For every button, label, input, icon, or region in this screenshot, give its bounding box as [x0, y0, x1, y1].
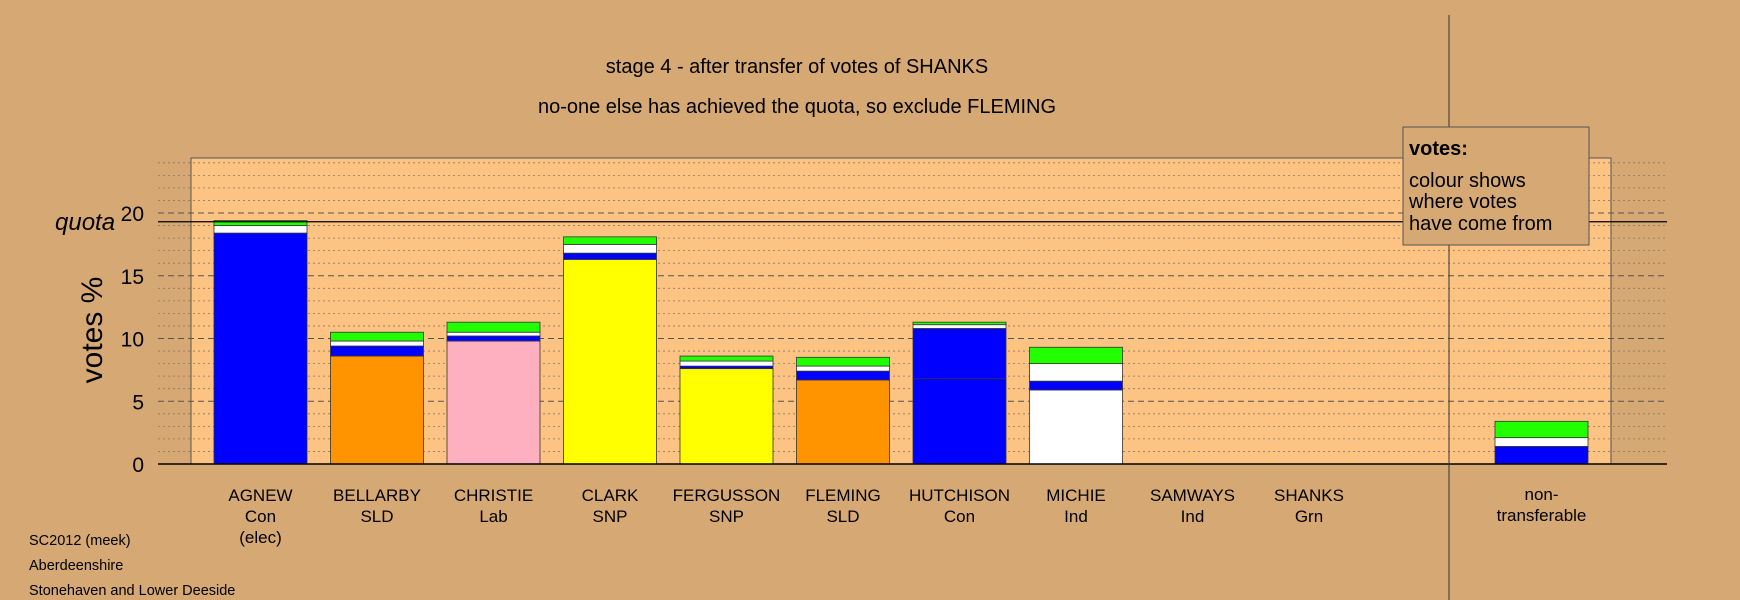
x-label-agnew-1: Con: [245, 507, 276, 526]
bar-clark-segment-0: [563, 259, 657, 465]
x-label-agnew-0: AGNEW: [228, 486, 292, 505]
x-label-fleming-0: FLEMING: [805, 486, 881, 505]
bar-christie-segment-0: [446, 340, 541, 465]
chart-subtitle: no-one else has achieved the quota, so e…: [538, 96, 1056, 118]
x-label-christie-1: Lab: [479, 507, 507, 526]
bar-hutchison-segment-2: [912, 324, 1007, 329]
y-tick-5: 5: [132, 391, 144, 414]
x-category-labels: AGNEW Con (elec) BELLARBY SLD CHRISTIE Lab CLAR…: [228, 485, 1586, 547]
x-label-samways-0: SAMWAYS: [1150, 486, 1235, 505]
legend-line-3: have come from: [1409, 213, 1552, 235]
x-label-shanks-0: SHANKS: [1274, 486, 1344, 505]
bar-clark-segment-2: [563, 243, 657, 254]
x-label-bellarby-0: BELLARBY: [333, 486, 421, 505]
footer-line-3: Stonehaven and Lower Deeside: [29, 583, 235, 599]
y-tick-0: 0: [132, 454, 144, 477]
bar-bellarby-segment-3: [330, 331, 424, 342]
x-label-hutchison-1: Con: [944, 507, 975, 526]
quota-label: quota: [55, 209, 115, 236]
bar-fergusson-segment-2: [679, 360, 774, 367]
bar-christie-segment-3: [446, 321, 541, 333]
bar-fergusson-segment-0: [679, 368, 774, 465]
footer-line-1: SC2012 (meek): [29, 533, 131, 549]
chart-title: stage 4 - after transfer of votes of SHA…: [606, 56, 988, 78]
bar-michie-segment-1: [1029, 380, 1123, 391]
x-label-christie-0: CHRISTIE: [454, 486, 533, 505]
x-label-michie-1: Ind: [1064, 507, 1088, 526]
y-tick-10: 10: [121, 329, 144, 352]
y-tick-labels: 0 5 10 15 20: [121, 203, 144, 477]
footer-line-2: Aberdeenshire: [29, 558, 123, 574]
legend-line-1: colour shows: [1409, 170, 1526, 192]
bar-hutchison-segment-3: [912, 321, 1007, 326]
bar-fleming-segment-0: [796, 379, 890, 465]
bars: [213, 220, 1589, 465]
bar-hutchison-segment-0: [912, 378, 1007, 465]
x-label-agnew-2: (elec): [239, 528, 282, 547]
x-label-nontransferable-1: transferable: [1497, 506, 1587, 525]
bar-agnew-segment-1: [213, 225, 308, 234]
bar-clark-segment-3: [563, 236, 657, 245]
x-label-nontransferable-0: non-: [1524, 485, 1558, 504]
bar-agnew-segment-0: [213, 232, 308, 465]
bar-fleming-segment-2: [796, 365, 890, 372]
bar-nontransferable-segment-1: [1494, 437, 1589, 447]
bar-fleming-segment-1: [796, 370, 890, 381]
x-label-clark-1: SNP: [593, 507, 628, 526]
bar-fergusson-segment-3: [679, 355, 774, 362]
x-label-fergusson-1: SNP: [709, 507, 744, 526]
x-label-michie-0: MICHIE: [1046, 486, 1106, 505]
x-label-samways-1: Ind: [1181, 507, 1205, 526]
bar-christie-segment-2: [446, 331, 541, 337]
bar-clark-segment-1: [563, 252, 657, 260]
x-label-shanks-1: Grn: [1295, 507, 1323, 526]
legend-title: votes:: [1409, 138, 1468, 160]
bar-bellarby-segment-0: [330, 355, 424, 465]
legend: votes: colour shows where votes have com…: [1402, 126, 1590, 246]
y-tick-15: 15: [121, 266, 144, 289]
y-tick-20: 20: [121, 203, 144, 226]
y-axis-label: votes %: [76, 277, 109, 384]
x-label-fergusson-0: FERGUSSON: [673, 486, 781, 505]
legend-line-2: where votes: [1408, 191, 1517, 213]
x-label-bellarby-1: SLD: [360, 507, 393, 526]
x-label-fleming-1: SLD: [826, 507, 859, 526]
bar-michie-segment-0: [1029, 389, 1123, 465]
bar-nontransferable-segment-2: [1494, 420, 1589, 439]
bar-michie-segment-3: [1029, 346, 1123, 365]
bar-fleming-segment-3: [796, 356, 890, 367]
legend-box: [1402, 126, 1590, 246]
x-label-hutchison-0: HUTCHISON: [909, 486, 1010, 505]
plot-background: [190, 157, 1612, 465]
bar-bellarby-segment-1: [330, 345, 424, 357]
bar-nontransferable-segment-0: [1494, 446, 1589, 465]
bar-agnew-segment-2: [213, 220, 308, 226]
x-label-clark-0: CLARK: [582, 486, 639, 505]
bar-christie-segment-1: [446, 335, 541, 342]
bar-michie-segment-2: [1029, 363, 1123, 382]
bar-bellarby-segment-2: [330, 340, 424, 347]
bar-hutchison-segment-1: [912, 328, 1007, 380]
